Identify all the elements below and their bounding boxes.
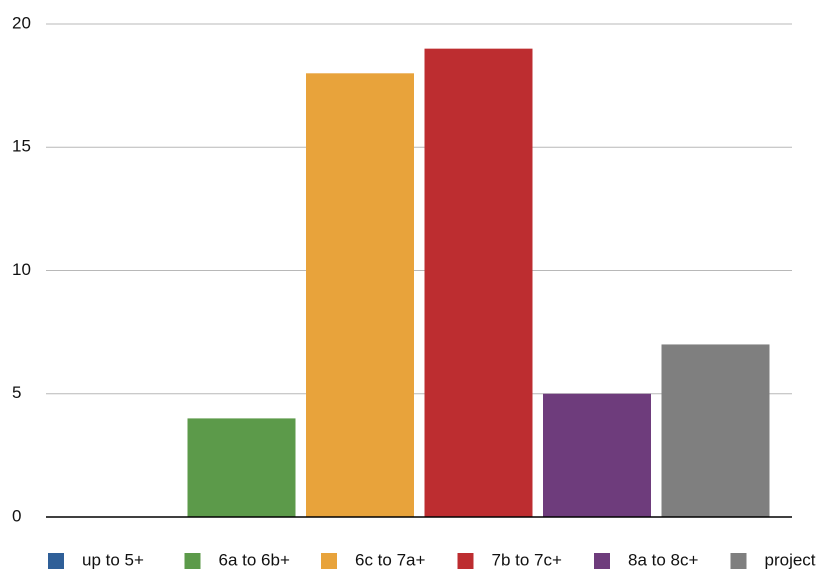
legend-swatch (321, 553, 337, 569)
bar (543, 393, 651, 517)
legend-label: 8a to 8c+ (628, 550, 698, 569)
bar (187, 418, 296, 517)
legend-swatch (594, 553, 610, 569)
y-tick-label: 0 (12, 506, 21, 525)
legend-swatch (184, 553, 201, 569)
legend-label: 7b to 7c+ (492, 550, 562, 569)
y-tick-label: 15 (12, 137, 31, 156)
legend-label: up to 5+ (82, 550, 144, 569)
legend-label: project (765, 550, 816, 569)
y-tick-label: 10 (12, 260, 31, 279)
legend-label: 6a to 6b+ (219, 550, 290, 569)
legend-swatch (48, 553, 64, 569)
bar (424, 48, 533, 518)
bar (661, 344, 770, 517)
legend-swatch (730, 553, 747, 569)
y-tick-label: 5 (12, 383, 21, 402)
bar (306, 73, 414, 518)
legend-swatch (457, 553, 474, 569)
y-tick-label: 20 (12, 13, 31, 32)
legend-label: 6c to 7a+ (355, 550, 425, 569)
